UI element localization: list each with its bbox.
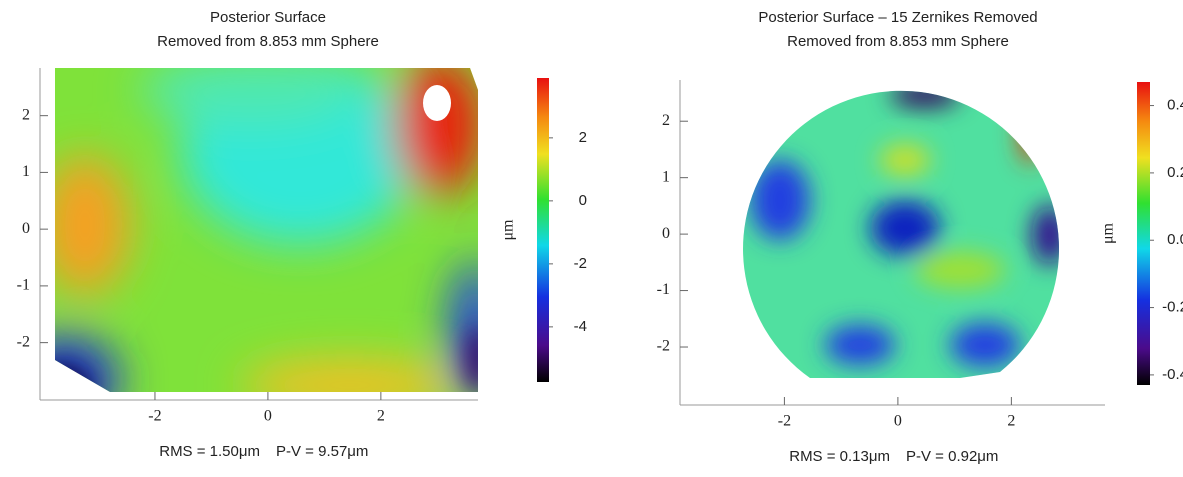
y-tick-label: 1 (22, 163, 30, 180)
y-tick-label: 1 (662, 168, 670, 185)
colorbar-tick-label: 0.2 (1167, 164, 1183, 181)
colorbar-tick-label: 0.0 (1167, 231, 1183, 248)
chart-subtitle: Removed from 8.853 mm Sphere (787, 33, 1009, 50)
y-tick-label: -2 (17, 333, 30, 350)
colorbar-tick-label: 2 (579, 129, 587, 146)
rms-label: RMS = 1.50μm (159, 443, 260, 460)
colorbar-tick-label: 0 (579, 192, 587, 209)
colorbar-tick-label: 0.4 (1167, 97, 1183, 114)
y-tick-label: 2 (662, 112, 670, 129)
x-tick-label: -2 (778, 413, 791, 430)
y-tick-label: -1 (657, 281, 670, 298)
x-tick-label: -2 (148, 408, 161, 425)
colorbar-tick-label: -2 (574, 255, 587, 272)
chart-title: Posterior Surface – 15 Zernikes Removed (758, 9, 1037, 26)
x-tick-label: 0 (894, 413, 902, 430)
colorbar (537, 78, 549, 382)
pv-label: P-V = 9.57μm (276, 443, 368, 460)
x-tick-label: 2 (1007, 413, 1015, 430)
colorbar-tick-label: -0.2 (1162, 299, 1183, 316)
y-tick-label: 0 (662, 225, 670, 242)
x-tick-label: 2 (377, 408, 385, 425)
colorbar-label: μm (500, 219, 517, 241)
colorbar-tick-label: -4 (574, 318, 587, 335)
y-tick-label: -2 (657, 338, 670, 355)
y-tick-label: -1 (17, 277, 30, 294)
chart-subtitle: Removed from 8.853 mm Sphere (157, 33, 379, 50)
x-tick-label: 0 (264, 408, 272, 425)
y-tick-label: 0 (22, 220, 30, 237)
pv-label: P-V = 0.92μm (906, 448, 998, 465)
colorbar-label: μm (1100, 222, 1117, 244)
rms-label: RMS = 0.13μm (789, 448, 890, 465)
surface-map (743, 90, 1060, 378)
y-tick-label: 2 (22, 106, 30, 123)
colorbar-tick-label: -0.4 (1162, 366, 1183, 383)
surface-map (55, 68, 478, 392)
chart-title: Posterior Surface (210, 9, 326, 26)
colorbar (1137, 82, 1150, 385)
